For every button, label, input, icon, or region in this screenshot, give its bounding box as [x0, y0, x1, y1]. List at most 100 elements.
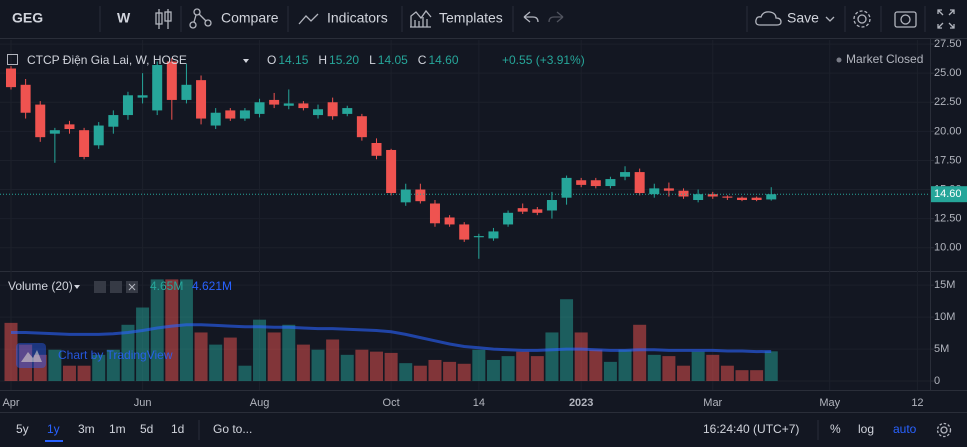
candle-body [239, 110, 250, 119]
snapshot-button[interactable] [894, 11, 917, 28]
log-toggle[interactable]: log [858, 422, 874, 436]
interval-button[interactable]: W [117, 10, 131, 26]
watermark: Chart by TradingView [16, 343, 173, 368]
compare-icon[interactable] [189, 8, 212, 29]
volume-bar [282, 324, 296, 382]
save-menu-button[interactable] [825, 16, 835, 22]
volume-bar [545, 332, 559, 382]
goto-button[interactable]: Go to... [213, 422, 252, 436]
fullscreen-button[interactable] [937, 9, 955, 29]
volume-bar [647, 354, 661, 382]
volume-bar [443, 361, 457, 382]
templates-button[interactable]: Templates [439, 10, 503, 26]
y-tick-label: 12.50 [934, 213, 962, 225]
volume-bar [92, 354, 106, 382]
x-tick-label: Oct [383, 397, 400, 409]
candle-body [503, 212, 514, 225]
candle-body [196, 80, 207, 119]
x-tick-label: 2023 [569, 397, 593, 409]
title-caret[interactable] [243, 59, 249, 63]
volume-legend-caret[interactable] [74, 285, 80, 289]
settings-button[interactable] [110, 281, 122, 293]
x-tick-label: 12 [911, 397, 923, 409]
candle-body [269, 99, 280, 105]
x-tick-label: Aug [250, 397, 270, 409]
market-status: Market Closed [846, 52, 923, 66]
candle-body [517, 208, 528, 212]
candle-body [649, 188, 660, 195]
chart-type-button[interactable] [155, 9, 172, 29]
symbol-icon [7, 54, 18, 65]
volume-bar [633, 324, 647, 382]
percent-toggle[interactable]: % [830, 422, 841, 436]
chart-title: CTCP Điện Gia Lai, W, HOSE [27, 53, 187, 67]
volume-legend-value: 4.65M [150, 279, 183, 293]
range-button[interactable]: 3m [78, 422, 95, 436]
range-button[interactable]: 5d [140, 422, 153, 436]
volume-bar [764, 351, 778, 382]
footer-settings-button[interactable] [936, 422, 952, 438]
volume-bar [311, 349, 325, 382]
volume-bar [209, 344, 223, 382]
indicators-icon[interactable] [298, 13, 319, 25]
x-tick-label: May [819, 397, 840, 409]
volume-bar [735, 370, 749, 382]
volume-bar [267, 332, 281, 382]
range-button[interactable]: 5y [16, 422, 29, 436]
volume-bar [150, 279, 164, 382]
candle-body [532, 209, 543, 213]
range-button[interactable]: 1d [171, 422, 184, 436]
candle-body [79, 130, 90, 157]
volume-bar [384, 352, 398, 382]
last-price-badge [931, 186, 967, 203]
candle-body [108, 115, 119, 127]
candle-body [620, 172, 631, 177]
clock: 16:24:40 (UTC+7) [703, 422, 799, 436]
redo-button[interactable] [548, 11, 564, 23]
candle-body [49, 130, 60, 134]
candle-body [473, 236, 484, 238]
y-tick-label: 15M [934, 279, 955, 291]
candle-body [459, 224, 470, 240]
auto-toggle[interactable]: auto [893, 422, 917, 436]
hide-button[interactable] [94, 281, 106, 293]
ohlc-letter: O [267, 53, 276, 67]
volume-bar [486, 359, 500, 382]
candle-body [137, 95, 148, 98]
save-button[interactable]: Save [787, 10, 819, 26]
volume-bar [136, 307, 150, 382]
y-tick-label: 27.50 [934, 38, 962, 50]
remove-icon [128, 283, 136, 291]
x-tick-label: 14 [473, 397, 485, 409]
range-button[interactable]: 1y [47, 422, 60, 436]
volume-bar [340, 354, 354, 382]
candle-body [6, 68, 16, 88]
undo-button[interactable] [523, 11, 539, 23]
watermark-logo [16, 343, 46, 368]
candle-body [20, 84, 31, 113]
volume-bar [750, 370, 764, 382]
candle-body [737, 197, 747, 201]
templates-icon[interactable] [410, 9, 432, 28]
candle-body [166, 61, 177, 100]
indicators-button[interactable]: Indicators [327, 10, 388, 26]
symbol-button[interactable]: GEG [12, 10, 43, 26]
range-button[interactable]: 1m [109, 422, 126, 436]
grid [0, 40, 930, 390]
settings-button[interactable] [853, 10, 871, 28]
volume-bar [720, 365, 734, 382]
volume-bar [560, 299, 574, 382]
candle-body [400, 189, 411, 203]
candle-body [678, 190, 689, 197]
candle-body [415, 189, 426, 202]
volume-bar [501, 356, 515, 382]
candle-body [122, 95, 133, 116]
compare-button[interactable]: Compare [221, 10, 279, 26]
candle-body [210, 112, 221, 126]
cloud-icon[interactable] [755, 11, 782, 26]
volume-bar [223, 337, 237, 382]
volume-bar [589, 349, 603, 382]
volume-bar [691, 351, 705, 382]
volume-bar [457, 363, 471, 382]
candle-body [444, 217, 455, 225]
